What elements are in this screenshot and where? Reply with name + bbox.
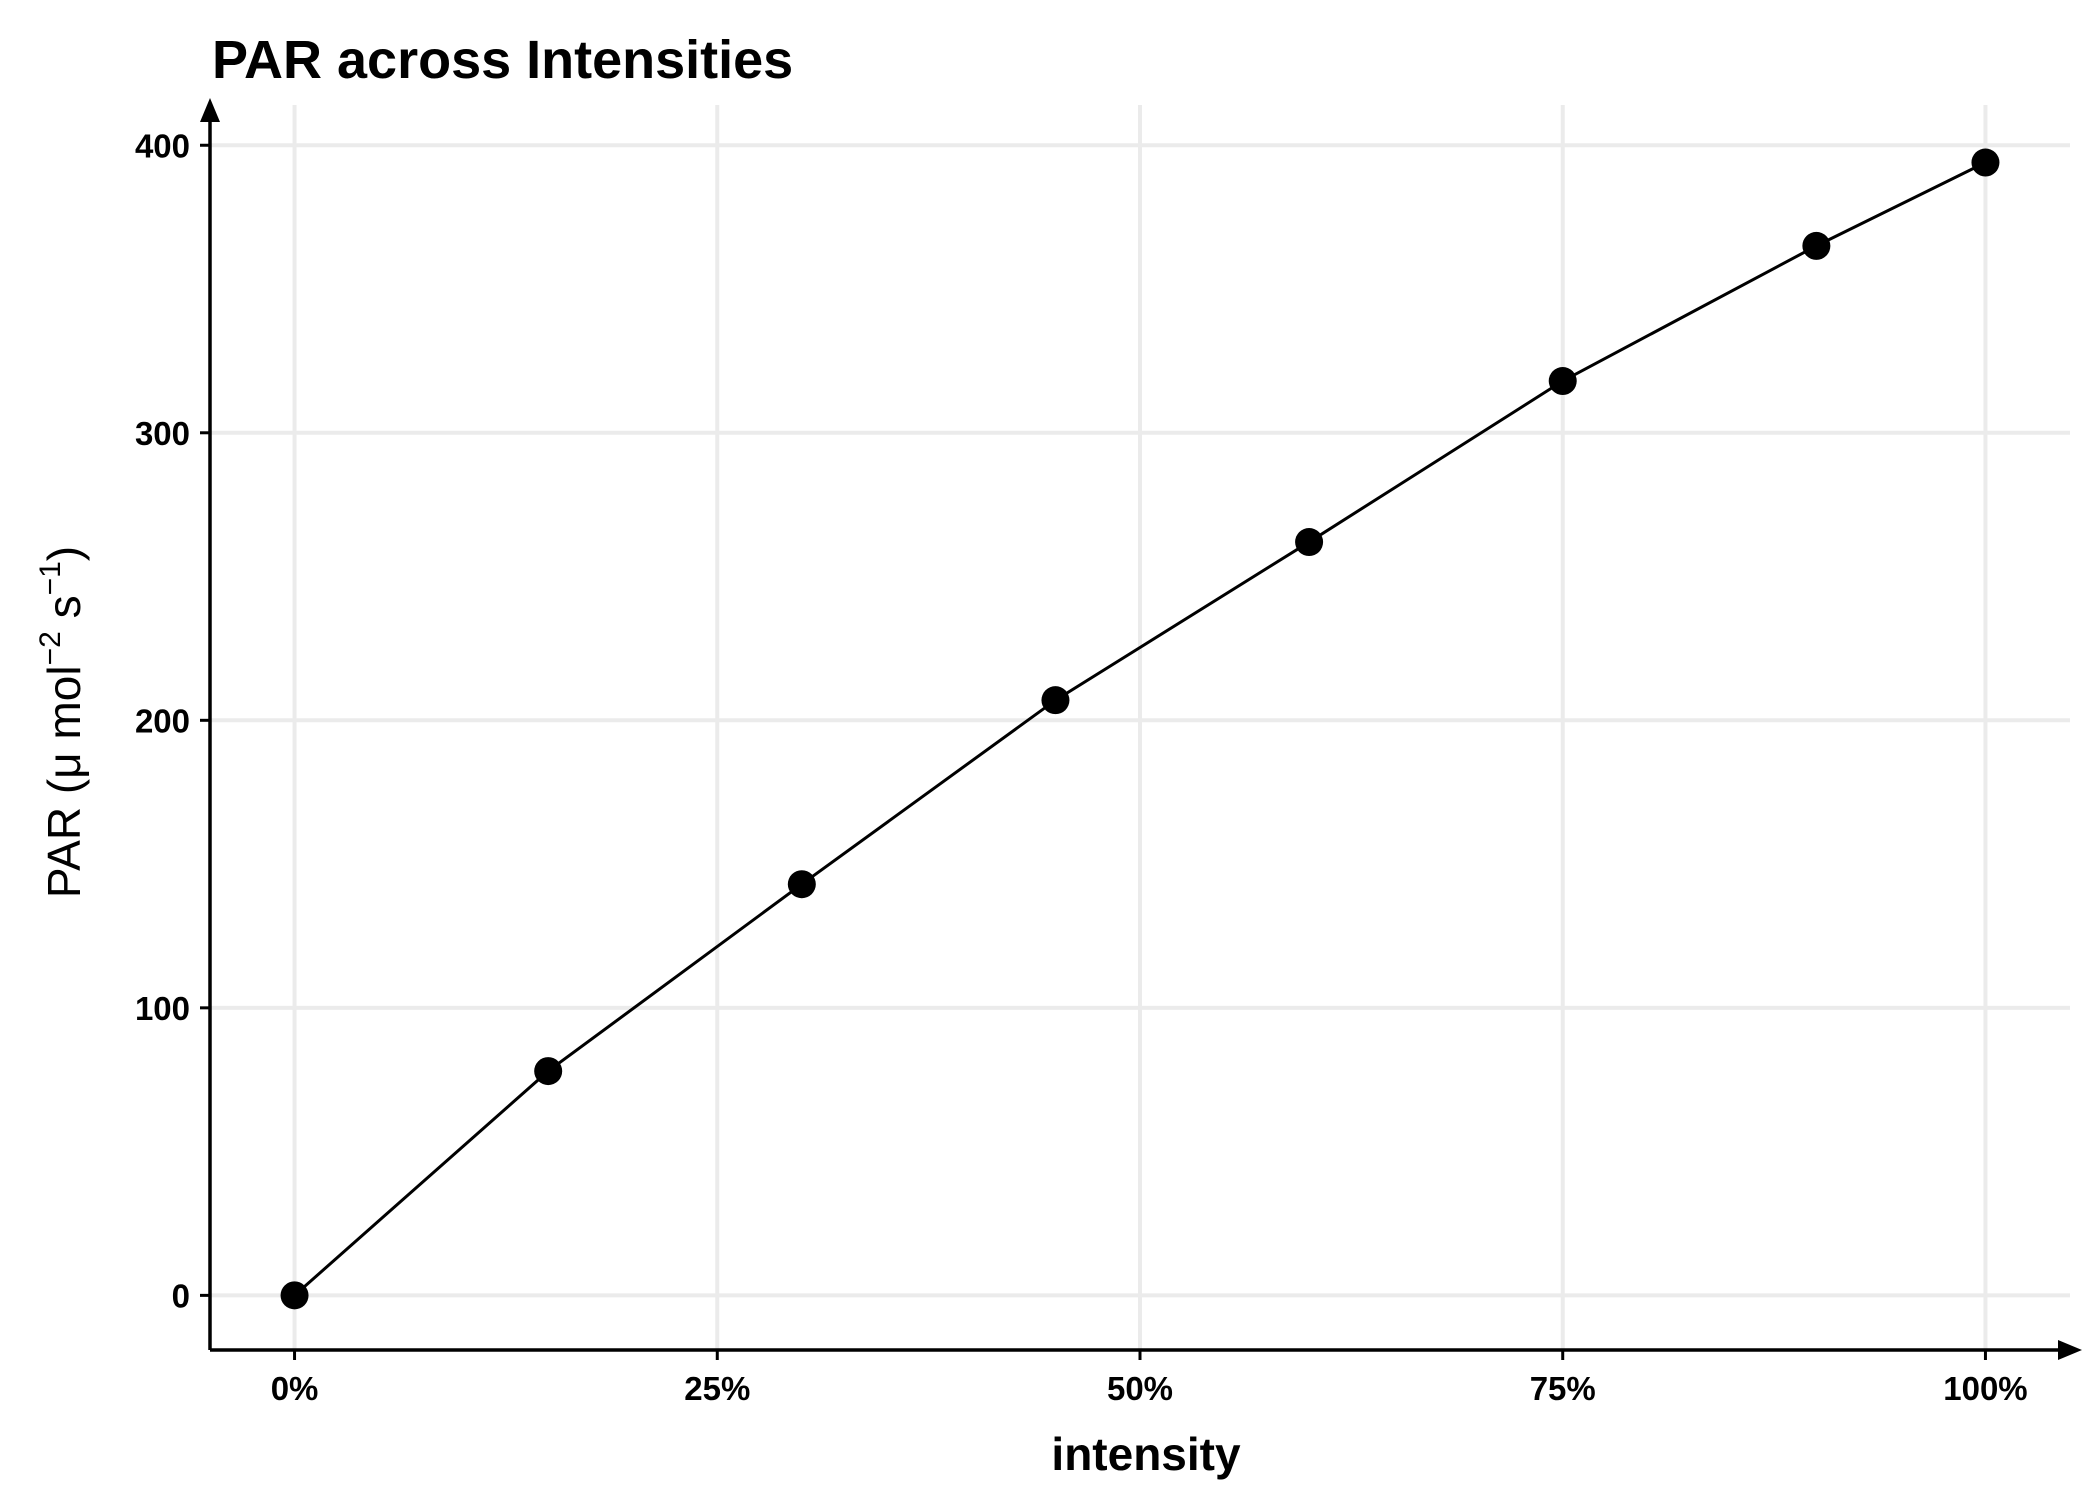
y-axis-title-prefix: PAR (	[38, 778, 90, 898]
y-axis-title-mu: μ	[38, 752, 90, 779]
y-tick-label: 100	[135, 990, 190, 1027]
series-line	[293, 161, 1987, 1297]
chart-title: PAR across Intensities	[212, 30, 793, 90]
y-tick-label: 200	[135, 702, 190, 739]
data-point	[1295, 528, 1324, 557]
x-axis-arrow	[2058, 1340, 2082, 1360]
y-axis-title-s: s	[38, 595, 90, 631]
data-point	[280, 1281, 309, 1310]
x-tick-label: 75%	[1530, 1370, 1596, 1407]
x-tick-label: 0%	[271, 1370, 319, 1407]
y-tick-label: 300	[135, 415, 190, 452]
x-tick-label: 50%	[1107, 1370, 1173, 1407]
y-axis-title-mol: mol	[38, 665, 90, 752]
grid-layer	[210, 105, 2070, 1350]
y-axis-title-sup2: −1	[34, 561, 67, 595]
x-tick-label: 100%	[1943, 1370, 2027, 1407]
x-axis-title: intensity	[1051, 1428, 1241, 1480]
y-axis-title: PAR (μ mol−2 s−1)	[34, 546, 90, 898]
tick-layer: 0% 25% 50% 75% 100% 0 100 200 300 400	[135, 127, 2028, 1407]
data-point	[1971, 148, 2000, 177]
y-tick-label: 0	[172, 1277, 190, 1314]
data-point	[1548, 367, 1577, 396]
y-tick-label: 400	[135, 127, 190, 164]
data-point	[1041, 686, 1070, 715]
data-point	[1802, 231, 1831, 260]
data-point	[534, 1057, 563, 1086]
data-point	[787, 870, 816, 899]
series-layer	[280, 148, 2000, 1310]
x-tick-label: 25%	[684, 1370, 750, 1407]
y-axis-title-sup1: −2	[34, 631, 67, 665]
y-axis-title-suffix: )	[38, 546, 90, 561]
y-axis-arrow	[200, 98, 220, 122]
